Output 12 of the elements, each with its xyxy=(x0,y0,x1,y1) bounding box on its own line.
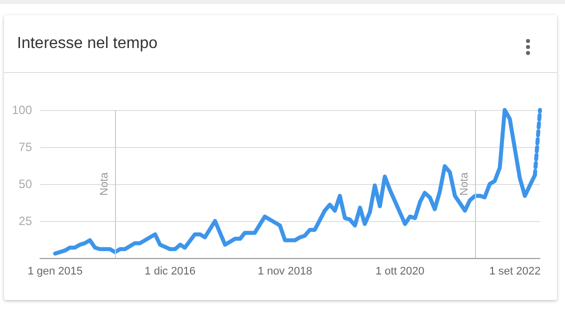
x-tick-label: 1 gen 2015 xyxy=(28,266,83,278)
chart-title: Interesse nel tempo xyxy=(17,35,158,53)
x-tick-label: 1 ott 2020 xyxy=(375,266,424,278)
x-tick-label: 1 nov 2018 xyxy=(258,266,312,278)
y-tick-label: 100 xyxy=(12,103,32,117)
y-tick-label: 25 xyxy=(18,214,32,228)
x-tick-label: 1 dic 2016 xyxy=(144,266,196,278)
ref-line-label: Nota xyxy=(98,172,111,196)
y-tick-label: 50 xyxy=(18,177,32,191)
x-tick-label: 1 set 2022 xyxy=(489,266,541,278)
ref-line-label: Nota xyxy=(458,172,470,196)
y-tick-label: 75 xyxy=(18,140,32,154)
